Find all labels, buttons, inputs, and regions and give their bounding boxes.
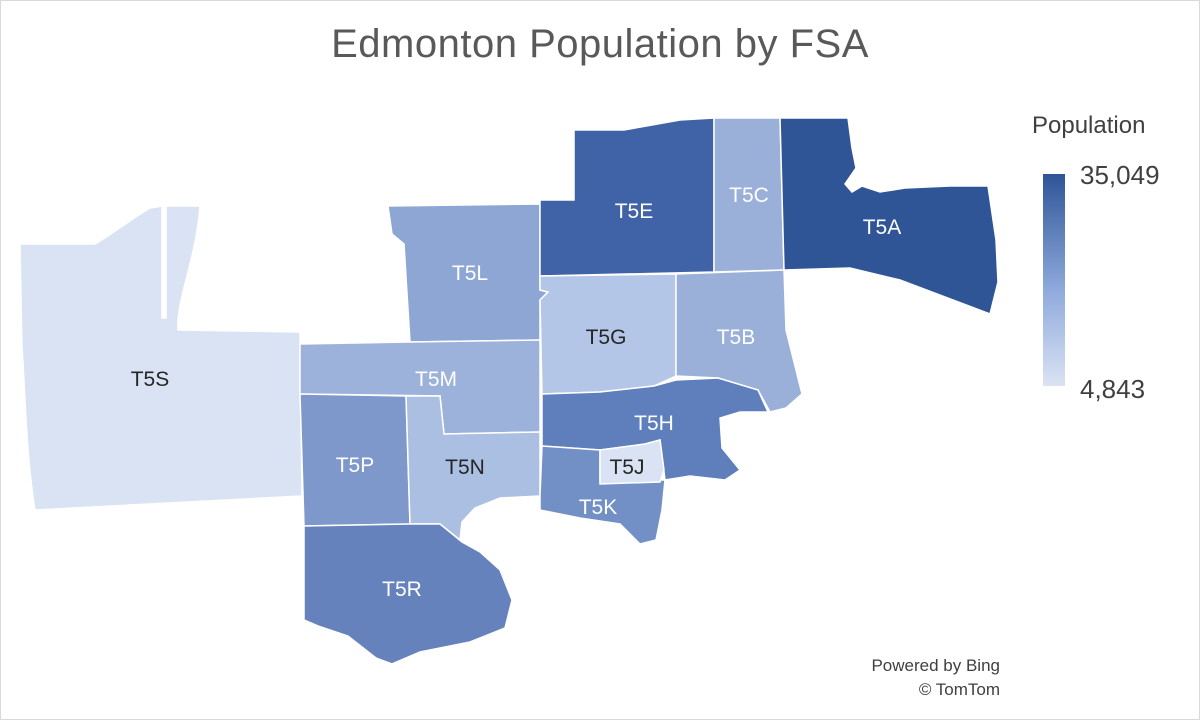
legend-max-value: 35,049 xyxy=(1080,160,1160,190)
legend-title: Population xyxy=(1032,112,1146,139)
credit-powered-by: Powered by Bing xyxy=(871,656,1000,675)
region-label: T5L xyxy=(452,262,488,285)
region-shape xyxy=(19,205,303,511)
region-shape xyxy=(599,439,665,485)
chart-title: Edmonton Population by FSA xyxy=(331,22,869,66)
region-label: T5B xyxy=(717,326,756,349)
region-t5p[interactable]: T5P xyxy=(299,393,411,527)
legend-min-value: 4,843 xyxy=(1080,374,1146,404)
region-label: T5M xyxy=(415,368,457,391)
region-label: T5R xyxy=(382,578,422,601)
legend-color-scale xyxy=(1043,174,1065,386)
region-label: T5P xyxy=(336,454,375,477)
region-label: T5C xyxy=(729,184,769,207)
region-label: T5E xyxy=(615,200,654,223)
region-t5e[interactable]: T5E xyxy=(539,117,715,277)
region-label: T5J xyxy=(609,456,644,479)
region-label: T5A xyxy=(863,216,902,239)
region-label: T5G xyxy=(586,326,627,349)
region-t5l[interactable]: T5L xyxy=(387,203,550,343)
region-t5r[interactable]: T5R xyxy=(303,523,513,665)
region-t5g[interactable]: T5G xyxy=(539,273,677,395)
credit-copyright: © TomTom xyxy=(918,680,1000,699)
region-t5j[interactable]: T5J xyxy=(599,439,665,485)
region-label: T5H xyxy=(634,412,674,435)
region-label: T5N xyxy=(445,456,485,479)
region-shape xyxy=(539,117,715,277)
region-t5s[interactable]: T5S xyxy=(19,205,303,511)
region-label: T5K xyxy=(579,496,618,519)
region-t5b[interactable]: T5B xyxy=(675,269,803,413)
region-t5c[interactable]: T5C xyxy=(713,117,785,273)
region-t5a[interactable]: T5A xyxy=(779,117,999,315)
region-shape xyxy=(675,269,803,413)
region-shape xyxy=(303,523,513,665)
region-shape xyxy=(779,117,999,315)
region-label: T5S xyxy=(131,368,170,391)
